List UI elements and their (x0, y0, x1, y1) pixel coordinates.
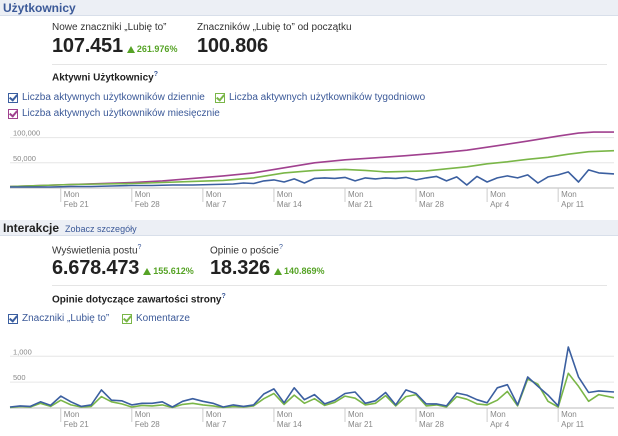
see-details-link[interactable]: Zobacz szczegóły (65, 224, 137, 234)
post-feedback-delta: 140.869% (273, 266, 325, 276)
series-line (9, 346, 615, 408)
x-tick-label-day: Mon (419, 410, 435, 419)
x-tick-label-date: Feb 21 (64, 200, 89, 209)
legend-daily-users-label: Liczba aktywnych użytkowników dziennie (22, 92, 205, 103)
x-tick-label-day: Mon (206, 410, 222, 419)
users-header-bar (0, 0, 618, 16)
divider (52, 64, 607, 65)
legend-weekly-users[interactable]: Liczba aktywnych użytkowników tygodniowo (215, 92, 425, 103)
x-tick-label-date: Feb 28 (135, 200, 160, 209)
up-arrow-icon (273, 268, 282, 275)
legend-weekly-users-label: Liczba aktywnych użytkowników tygodniowo (229, 92, 426, 103)
y-tick-label: 500 (13, 373, 26, 382)
new-likes-label: Nowe znaczniki „Lubię to” (52, 22, 167, 33)
legend-daily-users[interactable]: Liczba aktywnych użytkowników dziennie (8, 92, 205, 103)
active-users-chart-title-text: Aktywni Użytkownicy (52, 72, 154, 84)
help-icon[interactable]: ? (278, 244, 283, 251)
content-feedback-chart-title-text: Opinie dotyczące zawartości strony (52, 294, 222, 306)
legend-comments-label: Komentarze (136, 313, 190, 324)
x-tick-label-day: Mon (561, 190, 577, 199)
x-tick-label-day: Mon (64, 190, 80, 199)
x-tick-label-date: Mar 21 (348, 200, 373, 209)
post-views-label-text: Wyświetlenia postu (52, 245, 138, 257)
content-feedback-chart-title: Opinie dotyczące zawartości strony? (52, 293, 226, 305)
x-tick-label-date: Mar 7 (206, 420, 227, 429)
post-feedback-delta-text: 140.869% (283, 266, 325, 276)
x-tick-label-day: Mon (348, 410, 364, 419)
new-likes-stat: 107.451 261.976% (52, 35, 177, 58)
x-tick-label-day: Mon (206, 190, 222, 199)
checkbox-daily-users[interactable] (8, 92, 18, 103)
legend-comments[interactable]: Komentarze (122, 313, 190, 324)
help-icon[interactable]: ? (221, 293, 226, 300)
post-views-delta-text: 155.612% (153, 266, 194, 276)
x-tick-label-date: Feb 28 (135, 420, 160, 429)
post-views-stat: 6.678.473 155.612% (52, 257, 194, 280)
series-line (10, 169, 615, 188)
x-tick-label-day: Mon (135, 190, 151, 199)
x-tick-label-day: Mon (277, 410, 293, 419)
x-tick-label-day: Mon (348, 190, 364, 199)
help-icon[interactable]: ? (137, 244, 142, 251)
total-likes-label: Znaczników „Lubię to” od początku (197, 22, 352, 33)
legend-monthly-users-label: Liczba aktywnych użytkowników miesięczni… (22, 108, 220, 119)
x-tick-label-day: Mon (490, 410, 506, 419)
x-tick-label-date: Mar 21 (348, 420, 373, 429)
x-tick-label-day: Mon (561, 410, 577, 419)
x-tick-label-day: Mon (135, 410, 151, 419)
x-tick-label-date: Apr 11 (561, 200, 585, 209)
divider (52, 285, 607, 286)
help-icon[interactable]: ? (153, 71, 158, 78)
legend-likes-label: Znaczniki „Lubię to” (22, 313, 110, 324)
x-tick-label-date: Apr 11 (561, 420, 585, 429)
post-views-value: 6.678.473 (52, 257, 140, 279)
legend-monthly-users[interactable]: Liczba aktywnych użytkowników miesięczni… (8, 108, 220, 119)
x-tick-label-day: Mon (64, 410, 80, 419)
new-likes-delta: 261.976% (126, 44, 178, 54)
post-views-delta: 155.612% (143, 266, 194, 276)
active-users-chart-title: Aktywni Użytkownicy? (52, 71, 158, 83)
x-tick-label-day: Mon (277, 190, 293, 199)
series-line (9, 372, 615, 409)
y-tick-label: 50,000 (13, 154, 36, 163)
post-feedback-label-text: Opinie o poście (210, 245, 279, 257)
x-tick-label-date: Mar 7 (206, 200, 227, 209)
users-section-title: Użytkownicy (3, 1, 76, 15)
x-tick-label-date: Feb 21 (64, 420, 89, 429)
up-arrow-icon (126, 46, 135, 53)
total-likes-value: 100.806 (197, 35, 268, 57)
post-feedback-label: Opinie o poście? (210, 244, 283, 256)
checkbox-likes[interactable] (8, 313, 18, 324)
x-tick-label-date: Apr 4 (490, 200, 510, 209)
interactions-section-title: Interakcje (3, 221, 60, 235)
x-tick-label-day: Mon (419, 190, 435, 199)
x-tick-label-date: Mar 14 (277, 420, 302, 429)
series-line (9, 149, 615, 188)
x-tick-label-date: Apr 4 (490, 420, 510, 429)
y-tick-label: 100,000 (13, 129, 40, 138)
x-tick-label-day: Mon (490, 190, 506, 199)
checkbox-weekly-users[interactable] (215, 92, 225, 103)
post-feedback-value: 18.326 (210, 257, 270, 279)
x-tick-label-date: Mar 28 (419, 200, 444, 209)
x-tick-label-date: Mar 14 (277, 200, 302, 209)
checkbox-comments[interactable] (122, 313, 132, 324)
up-arrow-icon (143, 268, 152, 275)
legend-likes[interactable]: Znaczniki „Lubię to” (8, 313, 109, 324)
x-tick-label-date: Mar 28 (419, 420, 444, 429)
y-tick-label: 1,000 (13, 347, 32, 356)
interactions-header: Interakcje Zobacz szczegóły (3, 221, 137, 235)
post-feedback-stat: 18.326 140.869% (210, 257, 325, 280)
checkbox-monthly-users[interactable] (8, 108, 18, 119)
interactions-header-bar (0, 220, 618, 236)
new-likes-delta-text: 261.976% (136, 44, 178, 54)
new-likes-value: 107.451 (52, 35, 123, 57)
post-views-label: Wyświetlenia postu? (52, 244, 141, 256)
